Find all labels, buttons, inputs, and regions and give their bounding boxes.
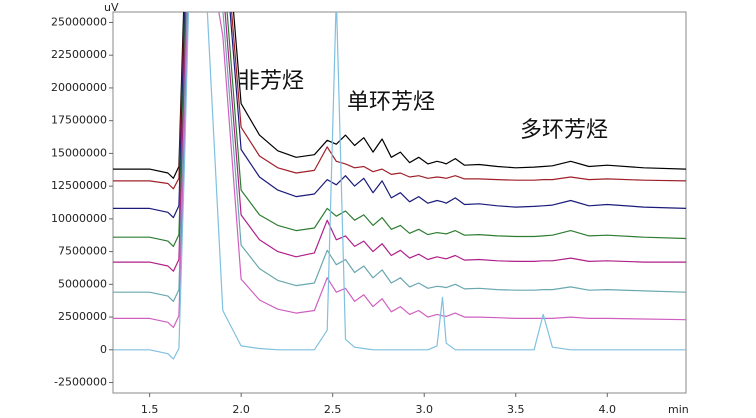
trace-line: [113, 12, 686, 302]
trace-line: [113, 12, 686, 329]
y-unit: uV: [104, 1, 119, 14]
y-tick-label: 2500000: [58, 310, 107, 323]
y-tick-label: 17500000: [51, 114, 107, 127]
y-tick-label: 22500000: [51, 48, 107, 61]
trace-line: [113, 12, 686, 179]
y-tick-label: 15000000: [51, 146, 107, 159]
y-tick-label: 12500000: [51, 179, 107, 192]
trace-line: [113, 12, 686, 219]
trace-line: [113, 12, 686, 190]
x-tick-label: 3.0: [415, 403, 433, 416]
x-tick-label: 2.0: [232, 403, 250, 416]
y-tick-label: 10000000: [51, 212, 107, 225]
y-tick-label: 5000000: [58, 277, 107, 290]
annotation: 单环芳烃: [347, 90, 435, 115]
annotation: 多环芳烃: [520, 118, 608, 143]
trace-line: [113, 12, 686, 247]
y-tick-label: -2500000: [54, 376, 107, 389]
y-tick-label: 25000000: [51, 15, 107, 28]
x-tick-label: 2.5: [324, 403, 342, 416]
traces: [113, 12, 686, 360]
y-tick-label: 20000000: [51, 81, 107, 94]
annotation: 非芳烃: [238, 69, 304, 94]
x-unit: min: [668, 403, 689, 416]
x-tick-label: 1.5: [141, 403, 159, 416]
plot-frame: [112, 11, 687, 394]
trace-line: [113, 12, 686, 360]
y-tick-label: 0: [100, 343, 107, 356]
x-tick-label: 3.5: [507, 403, 525, 416]
x-tick-label: 4.0: [599, 403, 617, 416]
y-tick-label: 7500000: [58, 245, 107, 258]
trace-line: [113, 12, 686, 272]
